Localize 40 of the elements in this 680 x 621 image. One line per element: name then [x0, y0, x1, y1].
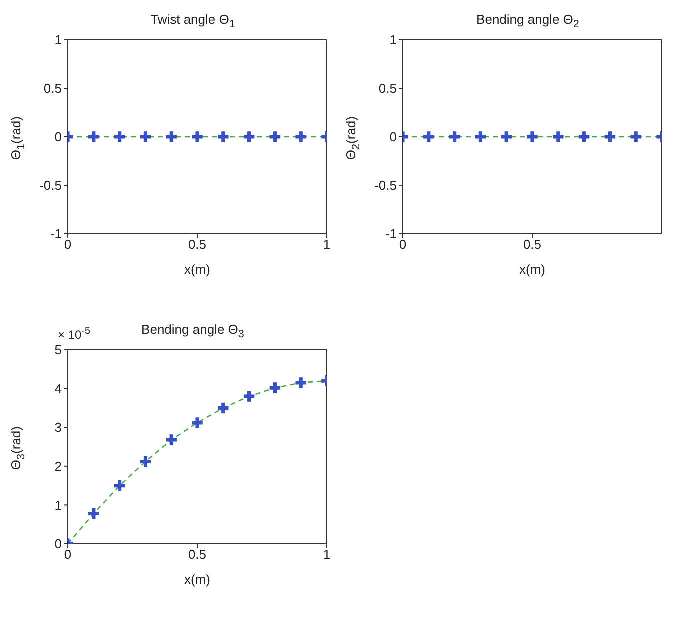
x-tick-label: 0: [64, 547, 72, 562]
point: [192, 418, 203, 428]
x-axis-title: x(m): [184, 262, 210, 277]
x-tick-label: 0.5: [523, 237, 542, 252]
y-tick-label: 0.5: [378, 81, 397, 96]
y-tick-label: 4: [54, 381, 62, 396]
point: [88, 508, 100, 520]
x-tick-label: 1: [323, 237, 331, 252]
y-tick-label: 0: [54, 536, 62, 552]
point: [140, 456, 152, 468]
point: [270, 382, 281, 394]
x-axis-title: x(m): [184, 572, 210, 587]
x-tick-label: 1: [323, 547, 331, 562]
y-tick-label: 0.5: [44, 81, 62, 96]
point: [114, 480, 126, 492]
point: [166, 434, 177, 446]
x-tick-label: 0.5: [188, 547, 207, 562]
y-tick-label: -0.5: [374, 178, 397, 194]
y-tick-label: 1: [390, 32, 397, 48]
x-tick-label: 0: [399, 237, 407, 252]
chart-title: Bending angle Θ$_{3}$: [142, 322, 244, 341]
y-tick-label: 0: [54, 130, 62, 145]
point: [218, 402, 229, 414]
text: × 10$^{-5}$: [58, 326, 91, 342]
y-tick-label: 5: [54, 342, 62, 358]
y-tick-label: 0: [390, 130, 397, 145]
x-tick-label: 0: [64, 237, 72, 252]
point: [296, 378, 306, 388]
chart-title: Twist angle Θ$_{1}$: [150, 12, 236, 31]
y-tick-label: 1: [54, 32, 62, 48]
y-tick-label: 2: [54, 459, 62, 474]
y-tick-label: 1: [54, 498, 62, 513]
chart-title: Bending angle Θ$_{2}$: [476, 12, 580, 31]
y-tick-label: -0.5: [40, 178, 62, 194]
x-tick-label: 0.5: [188, 237, 207, 252]
x-axis-title: x(m): [520, 262, 546, 277]
point: [244, 391, 255, 402]
y-tick-label: 3: [54, 420, 62, 436]
y-tick-label: -1: [50, 226, 62, 242]
y-tick-label: -1: [385, 226, 397, 242]
